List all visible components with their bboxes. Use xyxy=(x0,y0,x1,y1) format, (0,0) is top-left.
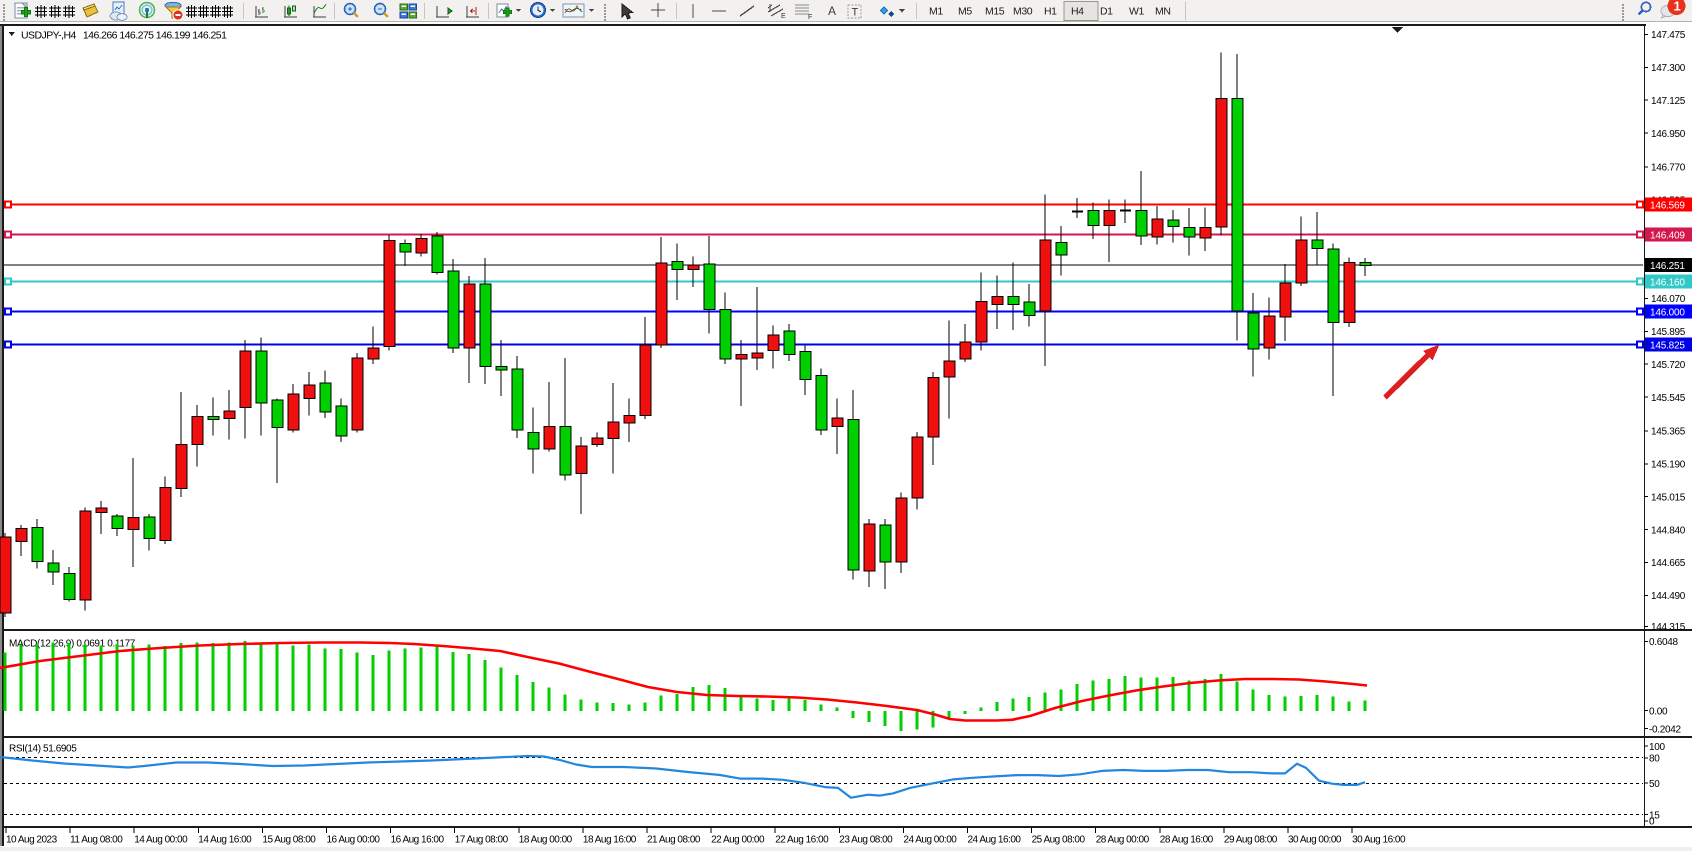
svg-text:29 Aug 08:00: 29 Aug 08:00 xyxy=(1224,835,1278,846)
svg-text:15 Aug 08:00: 15 Aug 08:00 xyxy=(262,835,316,846)
svg-text:E: E xyxy=(781,13,786,20)
svg-text:30 Aug 00:00: 30 Aug 00:00 xyxy=(1288,835,1342,846)
svg-text:25 Aug 08:00: 25 Aug 08:00 xyxy=(1032,835,1086,846)
svg-text:144.490: 144.490 xyxy=(1651,591,1686,602)
svg-text:10 Aug 2023: 10 Aug 2023 xyxy=(6,835,58,846)
svg-text:M1: M1 xyxy=(929,6,943,18)
svg-text:18 Aug 00:00: 18 Aug 00:00 xyxy=(519,835,573,846)
svg-text:24 Aug 00:00: 24 Aug 00:00 xyxy=(903,835,957,846)
svg-text:MN: MN xyxy=(1155,6,1171,18)
svg-text:146.770: 146.770 xyxy=(1651,163,1686,174)
svg-text:USDJPY-,H4 146.266 146.275 14: USDJPY-,H4 146.266 146.275 146.199 146.2… xyxy=(21,30,227,42)
svg-text:21 Aug 08:00: 21 Aug 08:00 xyxy=(647,835,701,846)
svg-text:18 Aug 16:00: 18 Aug 16:00 xyxy=(583,835,637,846)
svg-text:16 Aug 16:00: 16 Aug 16:00 xyxy=(391,835,445,846)
svg-text:146.251: 146.251 xyxy=(1650,261,1685,272)
svg-text:14 Aug 00:00: 14 Aug 00:00 xyxy=(134,835,188,846)
svg-text:A: A xyxy=(828,4,836,18)
svg-text:147.125: 147.125 xyxy=(1651,96,1686,107)
svg-text:146.070: 146.070 xyxy=(1651,294,1686,305)
svg-text:17 Aug 08:00: 17 Aug 08:00 xyxy=(455,835,509,846)
svg-text:-0.2042: -0.2042 xyxy=(1649,724,1682,735)
svg-text:0.6048: 0.6048 xyxy=(1649,637,1679,648)
svg-text:16 Aug 00:00: 16 Aug 00:00 xyxy=(327,835,381,846)
svg-text:145.190: 145.190 xyxy=(1651,460,1686,471)
svg-text:145.825: 145.825 xyxy=(1650,341,1685,352)
svg-text:23 Aug 08:00: 23 Aug 08:00 xyxy=(839,835,893,846)
svg-text:1: 1 xyxy=(1674,0,1681,14)
svg-text:T: T xyxy=(852,7,859,19)
svg-text:11 Aug 08:00: 11 Aug 08:00 xyxy=(70,835,123,846)
svg-text:MACD(12,26,9) 0.0691 0.1177: MACD(12,26,9) 0.0691 0.1177 xyxy=(9,639,136,650)
svg-text:28 Aug 00:00: 28 Aug 00:00 xyxy=(1096,835,1150,846)
svg-text:144.315: 144.315 xyxy=(1651,622,1686,633)
svg-text:144.665: 144.665 xyxy=(1651,558,1686,569)
svg-text:H1: H1 xyxy=(1044,6,1057,18)
svg-text:144.840: 144.840 xyxy=(1651,525,1686,536)
svg-text:M5: M5 xyxy=(958,6,972,18)
svg-text:146.409: 146.409 xyxy=(1650,231,1685,242)
svg-text:50: 50 xyxy=(1649,779,1660,790)
svg-text:146.160: 146.160 xyxy=(1650,278,1685,289)
svg-text:RSI(14) 51.6905: RSI(14) 51.6905 xyxy=(9,744,77,755)
svg-text:100: 100 xyxy=(1649,742,1666,753)
svg-text:146.569: 146.569 xyxy=(1650,201,1685,212)
svg-text:0: 0 xyxy=(1649,817,1655,828)
svg-text:W1: W1 xyxy=(1129,6,1145,18)
svg-text:146.000: 146.000 xyxy=(1650,308,1685,319)
svg-text:147.475: 147.475 xyxy=(1651,30,1686,41)
svg-text:14 Aug 16:00: 14 Aug 16:00 xyxy=(198,835,252,846)
svg-text:28 Aug 16:00: 28 Aug 16:00 xyxy=(1160,835,1214,846)
svg-text:145.365: 145.365 xyxy=(1651,427,1686,438)
svg-text:F: F xyxy=(808,14,812,21)
svg-text:22 Aug 16:00: 22 Aug 16:00 xyxy=(775,835,829,846)
svg-text:145.895: 145.895 xyxy=(1651,327,1686,338)
svg-text:D1: D1 xyxy=(1100,6,1113,18)
svg-text:M30: M30 xyxy=(1013,6,1033,18)
svg-text:H4: H4 xyxy=(1071,6,1084,18)
svg-text:145.545: 145.545 xyxy=(1651,393,1686,404)
svg-text:22 Aug 00:00: 22 Aug 00:00 xyxy=(711,835,765,846)
svg-text:80: 80 xyxy=(1649,754,1660,765)
svg-text:147.300: 147.300 xyxy=(1651,63,1686,74)
svg-text:15: 15 xyxy=(1649,810,1660,821)
svg-text:145.720: 145.720 xyxy=(1651,360,1686,371)
svg-text:145.015: 145.015 xyxy=(1651,493,1686,504)
svg-text:24 Aug 16:00: 24 Aug 16:00 xyxy=(968,835,1022,846)
svg-text:M15: M15 xyxy=(985,6,1005,18)
svg-text:146.950: 146.950 xyxy=(1651,129,1686,140)
svg-text:30 Aug 16:00: 30 Aug 16:00 xyxy=(1352,835,1406,846)
svg-text:0.00: 0.00 xyxy=(1649,706,1668,717)
